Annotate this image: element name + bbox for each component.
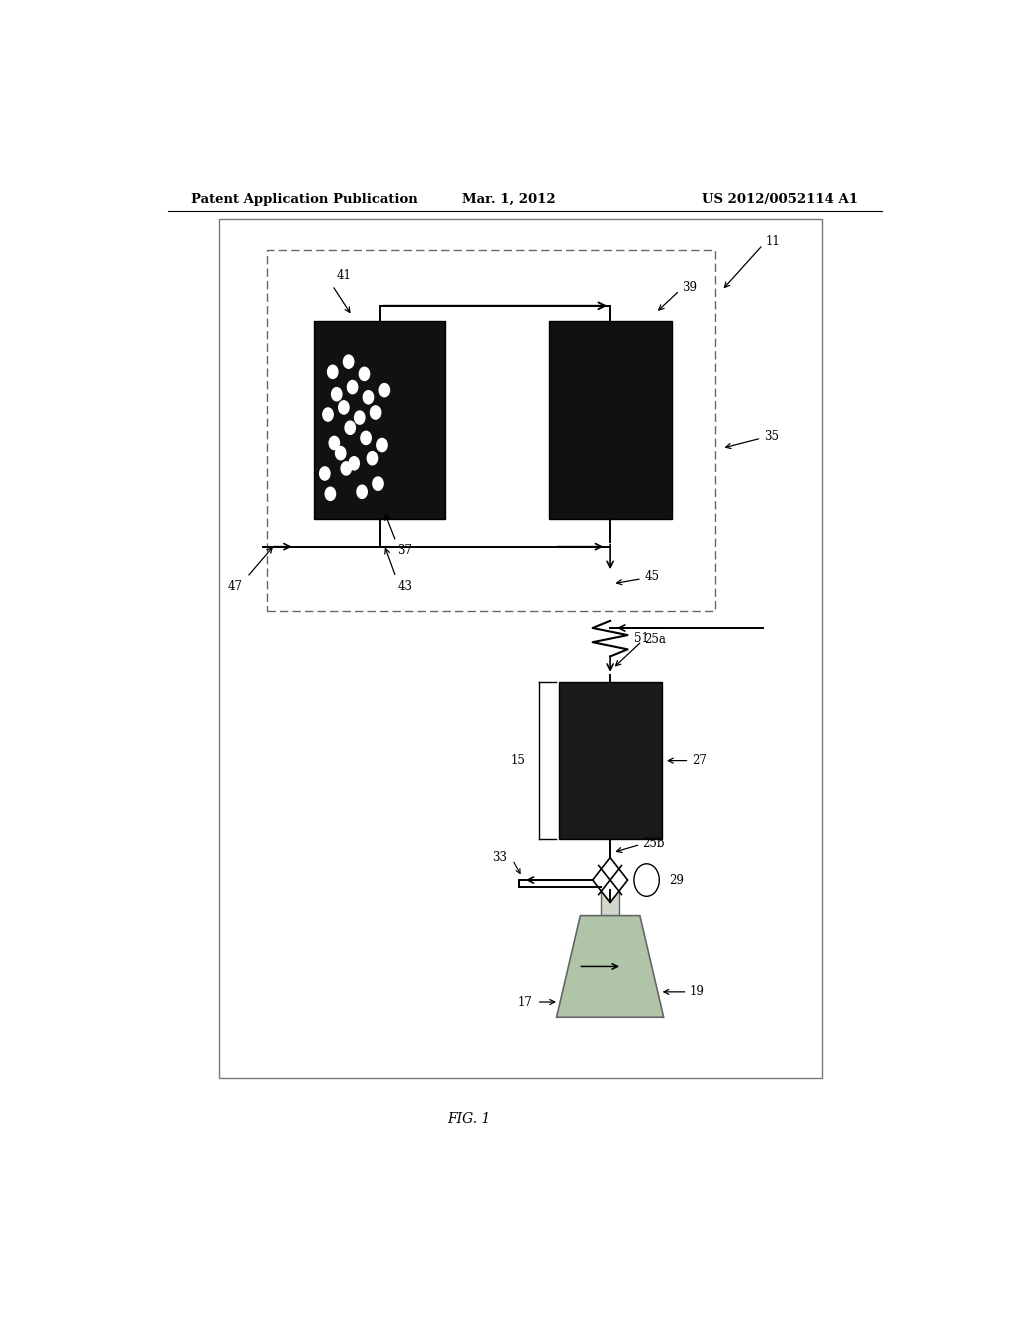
Circle shape [368, 451, 378, 465]
Circle shape [359, 367, 370, 380]
Polygon shape [557, 916, 664, 1018]
Circle shape [336, 446, 346, 459]
Circle shape [332, 388, 342, 401]
Circle shape [323, 408, 333, 421]
Text: 35: 35 [764, 429, 778, 442]
Circle shape [329, 437, 340, 450]
Circle shape [373, 477, 383, 490]
Text: 37: 37 [397, 544, 413, 557]
Text: 39: 39 [682, 281, 697, 294]
Circle shape [343, 355, 353, 368]
Text: 51: 51 [634, 632, 649, 645]
Bar [601, 890, 618, 916]
Circle shape [319, 467, 330, 480]
Text: 25b: 25b [643, 837, 666, 850]
Circle shape [354, 411, 365, 424]
Text: 33: 33 [492, 851, 507, 865]
Bar [267, 249, 715, 611]
Circle shape [371, 405, 381, 420]
Circle shape [364, 391, 374, 404]
Circle shape [379, 384, 389, 397]
Text: 43: 43 [397, 581, 413, 593]
Circle shape [377, 438, 387, 451]
Bar [219, 219, 822, 1078]
Circle shape [357, 486, 368, 499]
Circle shape [634, 863, 659, 896]
Circle shape [345, 421, 355, 434]
Text: 25a: 25a [644, 632, 666, 645]
Circle shape [341, 462, 351, 475]
Circle shape [326, 487, 336, 500]
Bar [558, 682, 662, 840]
Text: 45: 45 [644, 570, 659, 583]
Circle shape [347, 380, 357, 393]
Text: 29: 29 [669, 874, 684, 887]
Text: 19: 19 [690, 985, 705, 998]
Polygon shape [593, 858, 628, 903]
Text: Patent Application Publication: Patent Application Publication [191, 193, 418, 206]
Text: FIG. 1: FIG. 1 [447, 1111, 490, 1126]
Circle shape [328, 366, 338, 379]
Text: 15: 15 [511, 754, 525, 767]
Circle shape [360, 432, 372, 445]
Circle shape [339, 401, 349, 414]
Circle shape [349, 457, 359, 470]
Text: 17: 17 [518, 995, 532, 1008]
Text: Mar. 1, 2012: Mar. 1, 2012 [462, 193, 556, 206]
Text: US 2012/0052114 A1: US 2012/0052114 A1 [702, 193, 858, 206]
Bar [549, 321, 672, 519]
Bar [314, 321, 445, 519]
Text: 11: 11 [765, 235, 780, 248]
Text: 41: 41 [336, 269, 351, 282]
Text: 47: 47 [228, 581, 243, 593]
Text: 27: 27 [692, 754, 707, 767]
